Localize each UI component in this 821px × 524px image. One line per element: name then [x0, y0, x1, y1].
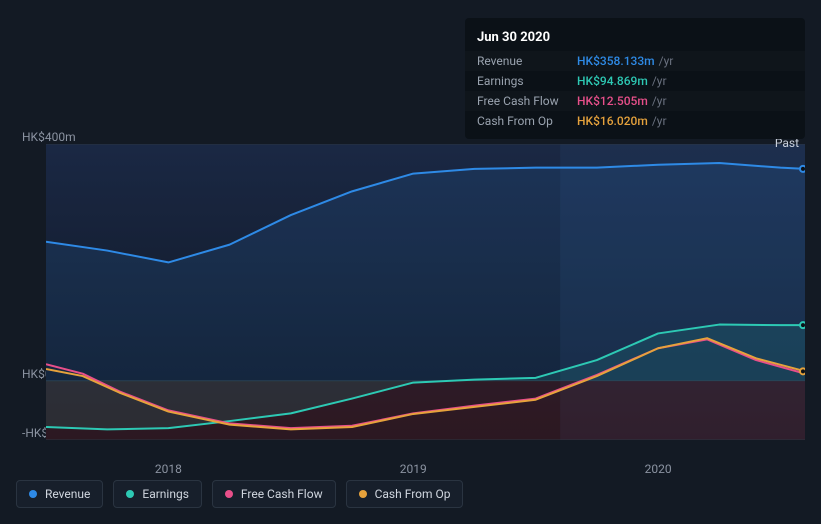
legend-label: Revenue	[45, 487, 90, 501]
tooltip-metric-unit: /yr	[652, 74, 667, 88]
tooltip-row: Free Cash FlowHK$12.505m/yr	[465, 91, 805, 111]
legend-dot-icon	[126, 490, 134, 498]
tooltip-metric-label: Free Cash Flow	[477, 94, 577, 108]
hover-tooltip: Jun 30 2020 RevenueHK$358.133m/yrEarning…	[465, 18, 805, 139]
tooltip-metric-label: Cash From Op	[477, 114, 577, 128]
tooltip-metric-value: HK$12.505m	[577, 94, 648, 108]
tooltip-row: Cash From OpHK$16.020m/yr	[465, 111, 805, 131]
legend-item[interactable]: Earnings	[113, 480, 202, 508]
tooltip-metric-label: Revenue	[477, 54, 577, 68]
tooltip-date: Jun 30 2020	[465, 26, 805, 51]
tooltip-metric-value: HK$16.020m	[577, 114, 648, 128]
y-axis-label: HK$400m	[22, 130, 76, 144]
chart-plot[interactable]	[46, 144, 805, 440]
legend-label: Cash From Op	[375, 487, 451, 501]
legend-item[interactable]: Free Cash Flow	[212, 480, 336, 508]
legend-item[interactable]: Revenue	[16, 480, 103, 508]
tooltip-metric-value: HK$358.133m	[577, 54, 655, 68]
legend-label: Free Cash Flow	[241, 487, 323, 501]
x-axis-label: 2020	[645, 462, 672, 476]
legend: Revenue Earnings Free Cash Flow Cash From O…	[16, 480, 463, 508]
tooltip-metric-value: HK$94.869m	[577, 74, 648, 88]
financial-chart-widget: Jun 30 2020 RevenueHK$358.133m/yrEarning…	[16, 16, 805, 508]
legend-label: Earnings	[142, 487, 189, 501]
legend-dot-icon	[29, 490, 37, 498]
tooltip-metric-label: Earnings	[477, 74, 577, 88]
chart-area: Past HK$400mHK$0-HK$100m 201820192020	[16, 126, 805, 456]
tooltip-metric-unit: /yr	[652, 114, 667, 128]
tooltip-metric-unit: /yr	[652, 94, 667, 108]
tooltip-metric-unit: /yr	[659, 54, 674, 68]
legend-item[interactable]: Cash From Op	[346, 480, 464, 508]
x-axis-label: 2018	[155, 462, 182, 476]
legend-dot-icon	[225, 490, 233, 498]
legend-dot-icon	[359, 490, 367, 498]
x-axis-label: 2019	[400, 462, 427, 476]
tooltip-row: RevenueHK$358.133m/yr	[465, 51, 805, 71]
tooltip-row: EarningsHK$94.869m/yr	[465, 71, 805, 91]
